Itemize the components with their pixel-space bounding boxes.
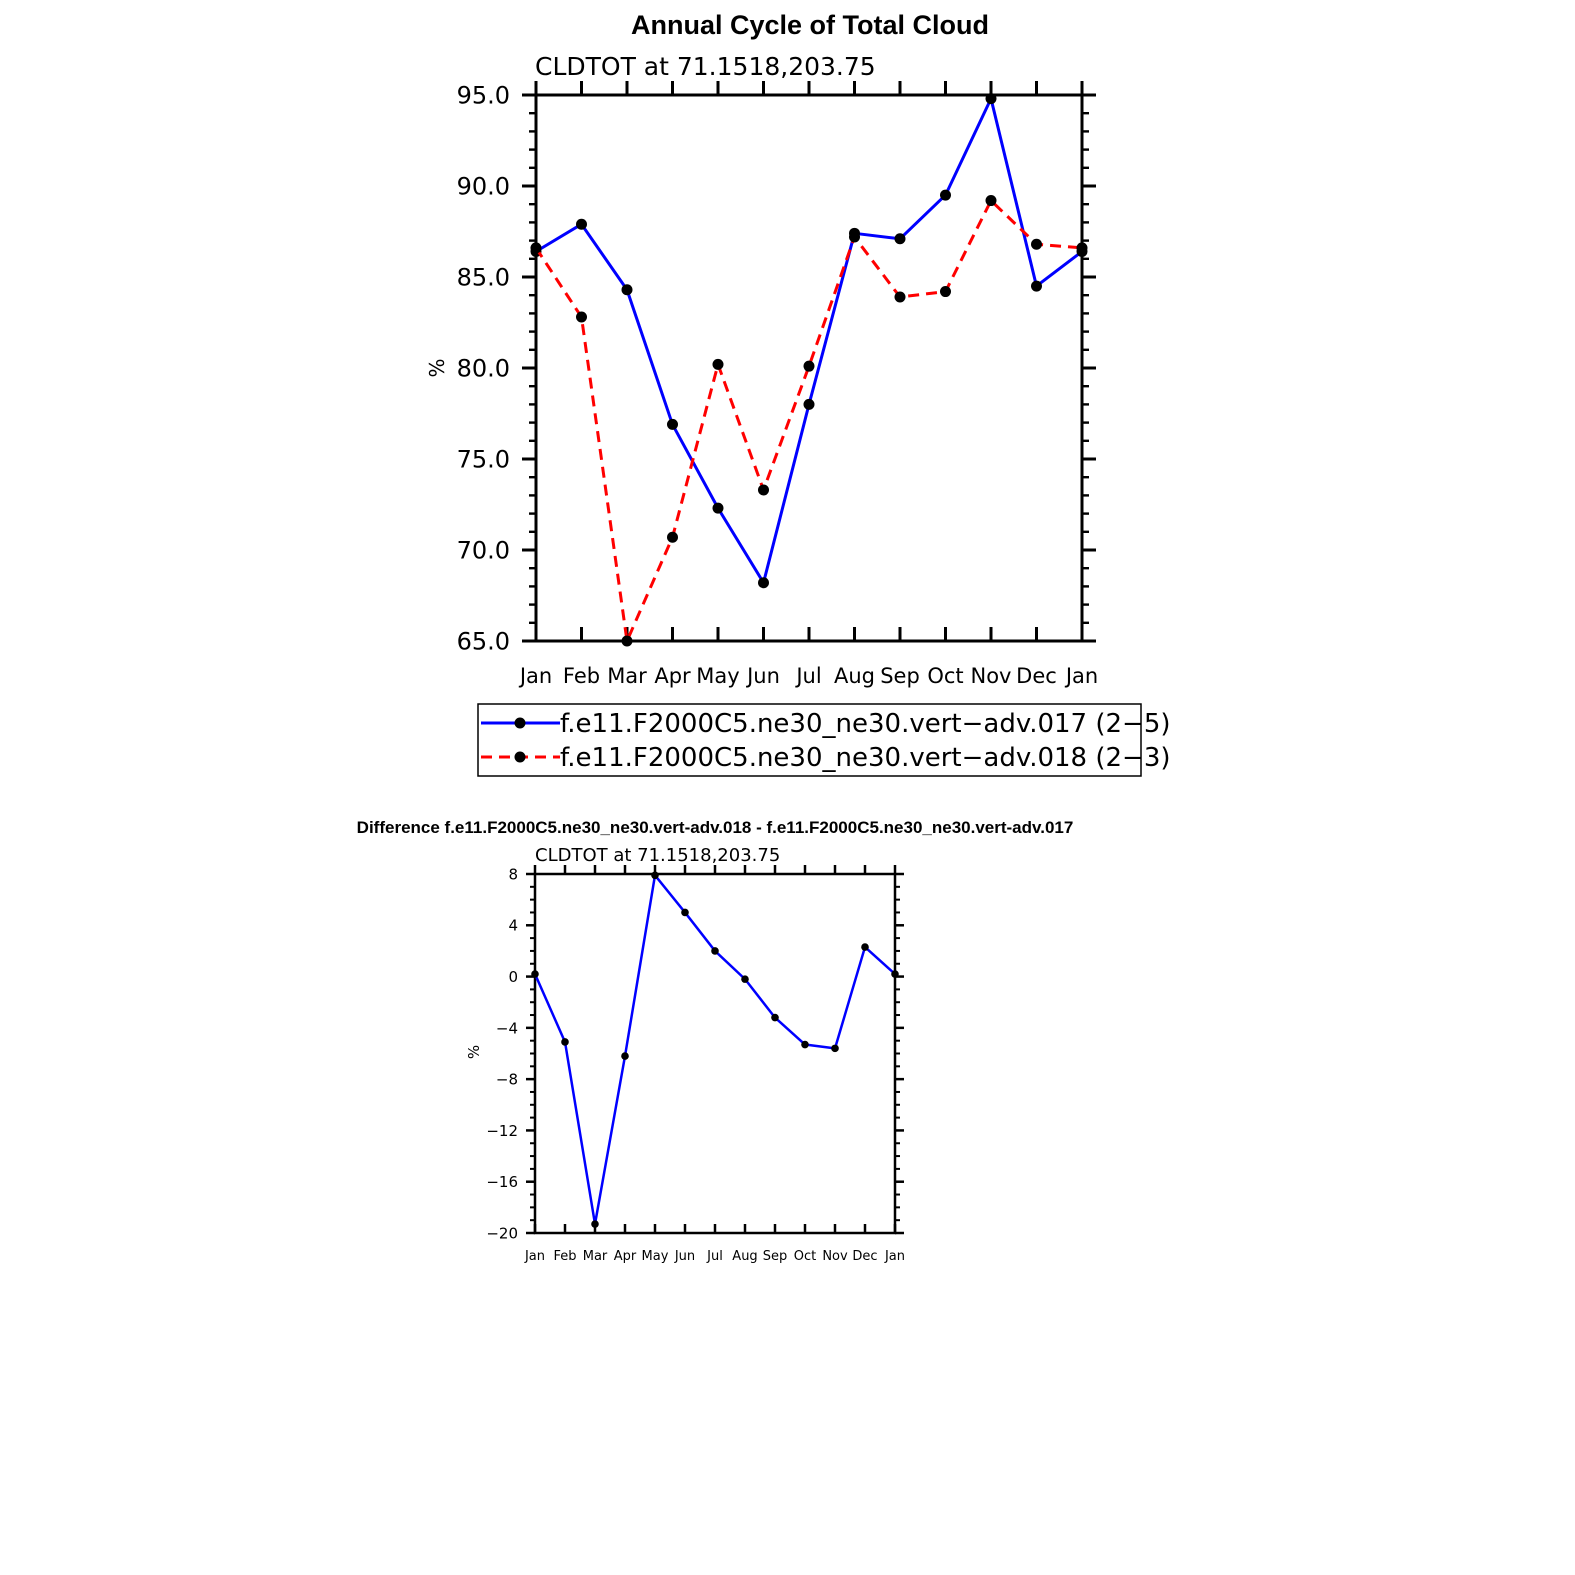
data-point bbox=[1031, 238, 1042, 250]
main-plot-area: Jan Feb Mar Apr May Jun Jul Aug Sep Oct Nov Dec Jan 6… bbox=[457, 81, 1098, 688]
data-point bbox=[1031, 280, 1042, 292]
x-tick-label: Oct bbox=[794, 1249, 816, 1264]
data-point bbox=[667, 418, 678, 430]
difference-y-axis-label: % bbox=[465, 1045, 483, 1059]
data-point bbox=[891, 970, 899, 978]
data-point bbox=[985, 93, 997, 105]
data-point bbox=[712, 358, 724, 370]
data-point bbox=[861, 943, 869, 951]
x-tick-label: Apr bbox=[614, 1249, 637, 1264]
y-tick-label: 8 bbox=[508, 865, 518, 883]
data-point bbox=[940, 189, 951, 201]
x-tick-label: Jul bbox=[794, 664, 821, 688]
legend-label-series-1: f.e11.F2000C5.ne30_ne30.vert−adv.017 (2−… bbox=[560, 709, 1171, 739]
data-point bbox=[712, 502, 724, 514]
data-point bbox=[803, 398, 815, 410]
data-point bbox=[894, 233, 906, 245]
x-tick-label: Nov bbox=[971, 664, 1012, 688]
data-point bbox=[621, 284, 633, 296]
data-point bbox=[667, 531, 678, 543]
x-tick-label: Mar bbox=[607, 664, 647, 688]
x-tick-label: Feb bbox=[553, 1249, 576, 1264]
x-tick-label: Dec bbox=[852, 1249, 877, 1264]
y-axis-label: % bbox=[425, 358, 449, 377]
x-tick-label: Sep bbox=[880, 664, 920, 688]
data-point bbox=[621, 635, 633, 647]
x-tick-label: Jun bbox=[745, 664, 780, 688]
y-tick-label: 75.0 bbox=[457, 446, 510, 474]
data-point bbox=[758, 484, 769, 496]
legend-box bbox=[477, 703, 1142, 777]
data-point bbox=[591, 1220, 599, 1228]
data-point bbox=[849, 231, 860, 243]
y-tick-label: −8 bbox=[496, 1071, 518, 1089]
x-tick-label: Apr bbox=[654, 664, 691, 688]
y-tick-label: −4 bbox=[496, 1019, 518, 1037]
data-point bbox=[831, 1044, 839, 1053]
x-tick-label: Jul bbox=[706, 1249, 723, 1264]
data-point bbox=[576, 311, 587, 323]
data-point bbox=[561, 1038, 569, 1046]
legend: f.e11.F2000C5.ne30_ne30.vert−adv.017 (2−… bbox=[477, 703, 1171, 777]
y-tick-label: 90.0 bbox=[457, 173, 510, 201]
y-tick-label: 85.0 bbox=[457, 264, 510, 292]
x-tick-label: Jun bbox=[674, 1249, 695, 1264]
x-tick-label: Jan bbox=[884, 1249, 905, 1264]
y-tick-label: 65.0 bbox=[457, 628, 510, 656]
x-tick-label: Jan bbox=[524, 1249, 545, 1264]
x-tick-label: Jan bbox=[518, 664, 552, 688]
data-point bbox=[771, 1013, 779, 1022]
x-tick-label: Jan bbox=[1064, 664, 1098, 688]
plot-frame bbox=[533, 872, 897, 1235]
difference-chart-subtitle: CLDTOT at 71.1518,203.75 bbox=[535, 845, 780, 866]
y-tick-label: 4 bbox=[508, 917, 518, 935]
x-tick-label: May bbox=[642, 1249, 669, 1264]
chart-subtitle: CLDTOT at 71.1518,203.75 bbox=[535, 52, 876, 81]
y-tick-label: 0 bbox=[508, 968, 518, 986]
x-tick-label: Sep bbox=[763, 1249, 788, 1264]
data-point bbox=[711, 947, 719, 955]
x-tick-label: Aug bbox=[732, 1249, 757, 1264]
y-tick-label: −20 bbox=[486, 1224, 518, 1242]
y-tick-label: 70.0 bbox=[457, 537, 510, 565]
x-tick-label: Dec bbox=[1016, 664, 1057, 688]
series-line-1 bbox=[533, 874, 896, 1226]
chart-title: Annual Cycle of Total Cloud bbox=[631, 10, 989, 40]
data-point bbox=[531, 970, 539, 978]
data-point bbox=[651, 871, 659, 880]
x-tick-label: Nov bbox=[822, 1249, 848, 1264]
difference-chart-title: Difference f.e11.F2000C5.ne30_ne30.vert-… bbox=[357, 818, 1074, 837]
data-point bbox=[985, 195, 997, 207]
data-point bbox=[621, 1052, 629, 1060]
series-line-2 bbox=[534, 199, 1083, 643]
data-point bbox=[803, 360, 815, 372]
x-tick-label: Feb bbox=[563, 664, 600, 688]
data-point bbox=[576, 218, 587, 230]
legend-marker-series-1 bbox=[514, 717, 526, 729]
legend-marker-series-2 bbox=[514, 751, 526, 763]
difference-plot-area: Jan Feb Mar Apr May Jun Jul Aug Sep Oct Nov Dec Jan−… bbox=[486, 865, 905, 1264]
y-tick-label: 95.0 bbox=[457, 82, 510, 110]
data-point bbox=[801, 1040, 809, 1049]
x-tick-label: Aug bbox=[834, 664, 875, 688]
data-point bbox=[741, 975, 749, 983]
data-point bbox=[894, 291, 906, 303]
x-tick-label: Oct bbox=[927, 664, 963, 688]
data-point bbox=[1076, 242, 1088, 254]
x-tick-label: May bbox=[696, 664, 739, 688]
data-point bbox=[530, 242, 542, 254]
legend-label-series-2: f.e11.F2000C5.ne30_ne30.vert−adv.018 (2−… bbox=[560, 743, 1171, 773]
y-tick-label: 80.0 bbox=[457, 355, 510, 383]
x-tick-label: Mar bbox=[583, 1249, 608, 1264]
data-point bbox=[681, 908, 689, 917]
y-tick-label: −16 bbox=[486, 1173, 518, 1191]
series-line-1 bbox=[535, 97, 1083, 585]
y-tick-label: −12 bbox=[486, 1122, 518, 1140]
data-point bbox=[758, 577, 769, 589]
data-point bbox=[940, 286, 951, 298]
